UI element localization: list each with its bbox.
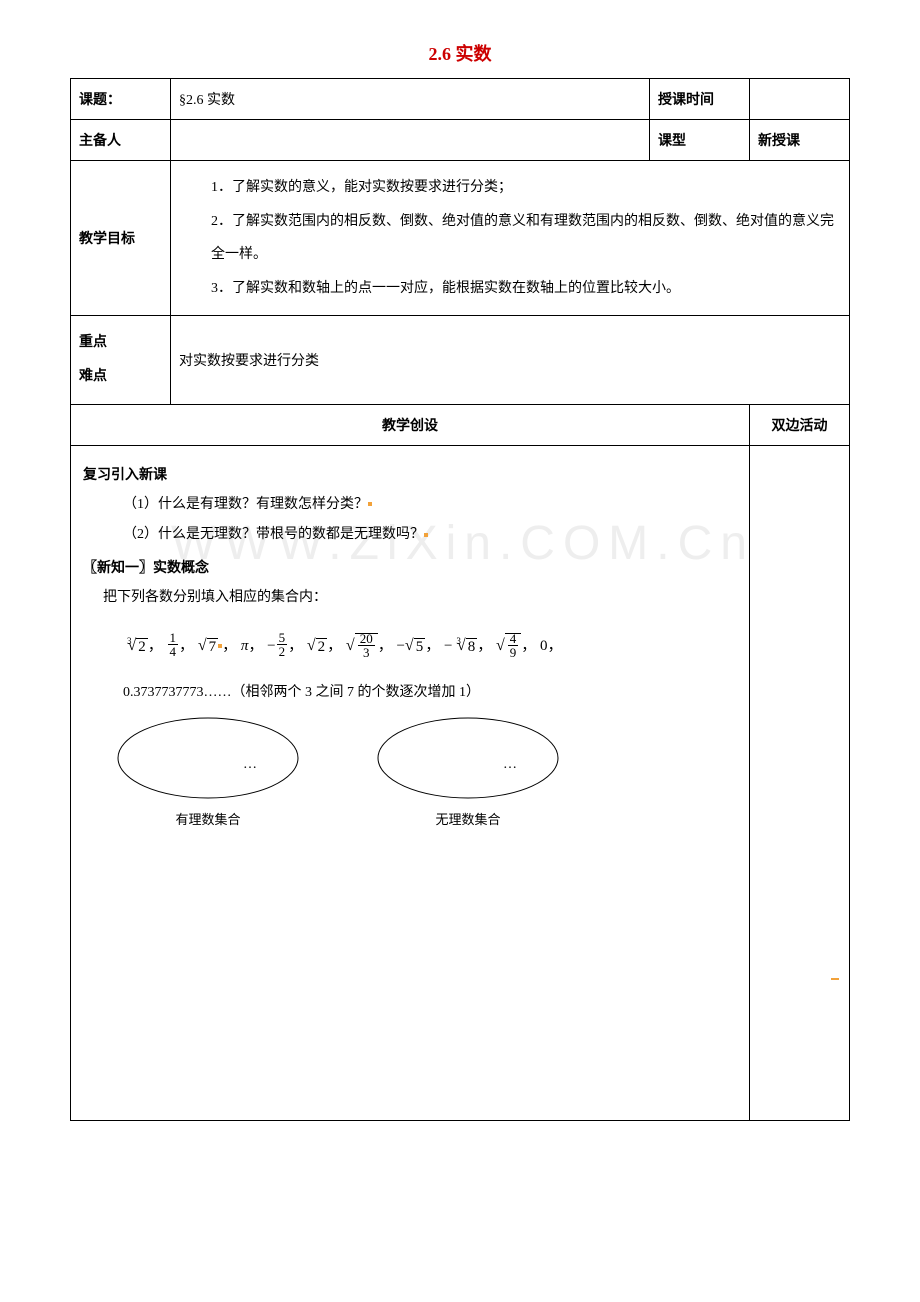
irrational-set: … 无理数集合 [373,713,563,828]
goals-content: 1．了解实数的意义，能对实数按要求进行分类； 2．了解实数范围内的相反数、倒数、… [171,161,850,316]
rational-label: 有理数集合 [113,809,303,828]
lesson-plan-table: 课题： §2.6 实数 授课时间 主备人 课型 新授课 教学目标 1．了解实数的… [70,78,850,1121]
preparer-value [171,120,650,161]
classtype-label: 课型 [650,120,750,161]
rational-set: … 有理数集合 [113,713,303,828]
teaching-content: WWW.ZiXin.COM.Cn 复习引入新课 （1）什么是有理数？有理数怎样分… [71,445,750,1120]
svg-text:…: … [243,757,257,772]
bilateral-activity-header: 双边活动 [750,404,850,445]
page-title: 2.6 实数 [20,40,900,66]
question-1: （1）什么是有理数？有理数怎样分类？ [83,490,737,521]
topic-label: 课题： [71,79,171,120]
goal-item: 2．了解实数范围内的相反数、倒数、绝对值的意义和有理数范围内的相反数、倒数、绝对… [211,205,839,272]
table-row: 教学目标 1．了解实数的意义，能对实数按要求进行分类； 2．了解实数范围内的相反… [71,161,850,316]
teachtime-label: 授课时间 [650,79,750,120]
activity-content [750,445,850,1120]
ellipse-icon: … [113,713,303,803]
ellipse-icon: … [373,713,563,803]
table-row: 教学创设 双边活动 [71,404,850,445]
table-row: 重点 难点 对实数按要求进行分类 [71,316,850,404]
math-expressions: 3√2， 14， 7， π， −52， 2， 203， −5， −3√8， 49… [83,632,737,660]
tail-note: 0.3737737773……（相邻两个 3 之间 7 的个数逐次增加 1） [83,678,737,709]
teachtime-value [750,79,850,120]
orange-dot-icon [831,978,839,980]
teaching-design-header: 教学创设 [71,404,750,445]
goals-label: 教学目标 [71,161,171,316]
orange-dot-icon [424,533,428,537]
keypoint-label: 重点 难点 [71,316,171,404]
svg-text:…: … [503,757,517,772]
table-row: 主备人 课型 新授课 [71,120,850,161]
classtype-value: 新授课 [750,120,850,161]
review-heading: 复习引入新课 [83,464,737,484]
new-knowledge-heading: 〖新知一〗实数概念 [83,557,737,577]
table-row: WWW.ZiXin.COM.Cn 复习引入新课 （1）什么是有理数？有理数怎样分… [71,445,850,1120]
orange-dot-icon [218,644,222,648]
irrational-label: 无理数集合 [373,809,563,828]
orange-dot-icon [368,502,372,506]
topic-value: §2.6 实数 [171,79,650,120]
keypoint-content: 对实数按要求进行分类 [171,316,850,404]
goal-item: 3．了解实数和数轴上的点一一对应，能根据实数在数轴上的位置比较大小。 [211,272,839,306]
instruction-text: 把下列各数分别填入相应的集合内： [83,583,737,614]
table-row: 课题： §2.6 实数 授课时间 [71,79,850,120]
preparer-label: 主备人 [71,120,171,161]
question-2: （2）什么是无理数？带根号的数都是无理数吗？ [83,520,737,551]
ellipse-sets: … 有理数集合 … 无理数集合 [83,713,737,828]
goal-item: 1．了解实数的意义，能对实数按要求进行分类； [211,171,839,205]
